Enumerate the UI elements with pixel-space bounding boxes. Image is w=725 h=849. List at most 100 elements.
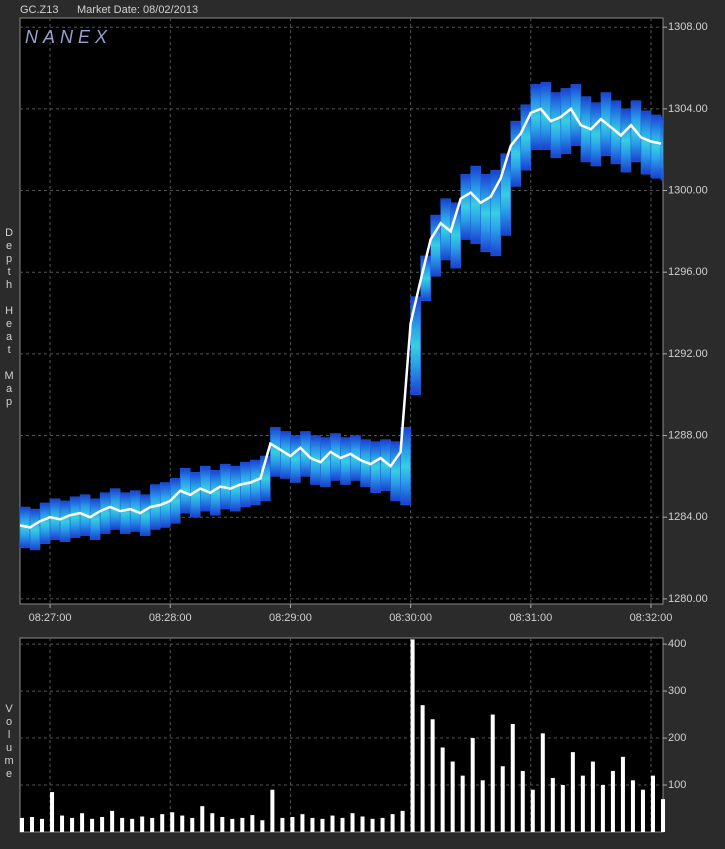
volume-bar (360, 816, 365, 832)
volume-bar (290, 816, 295, 832)
depth-band (119, 492, 131, 534)
depth-band (480, 173, 491, 253)
volume-bar (110, 810, 115, 832)
volume-bar (310, 817, 315, 832)
volume-bar (20, 817, 24, 832)
depth-band (370, 441, 381, 493)
volume-bar (100, 816, 105, 832)
volume-bar (450, 761, 455, 832)
volume-bar (40, 818, 45, 832)
volume-bar (120, 817, 125, 832)
volume-bar (350, 813, 355, 832)
depth-band (590, 102, 602, 167)
volume-bar (490, 714, 495, 832)
depth-band (89, 498, 101, 540)
x-tick-label: 08:30:00 (389, 612, 432, 624)
volume-bar (260, 820, 265, 832)
volume-bar (130, 818, 135, 832)
volume-bar (380, 817, 385, 832)
volume-bar (630, 780, 635, 832)
depth-band (270, 427, 281, 477)
depth-band (290, 435, 301, 483)
volume-bar (480, 780, 485, 832)
depth-band (29, 508, 41, 551)
volume-bar (160, 814, 165, 832)
depth-band (390, 441, 401, 502)
volume-bar (50, 792, 55, 832)
volume-bar (170, 812, 175, 832)
y-tick-label: 1284.00 (668, 511, 708, 523)
x-tick-label: 08:31:00 (509, 612, 552, 624)
watermark: NANEX (25, 27, 112, 47)
depth-band (139, 494, 151, 536)
depth-band (69, 496, 81, 538)
volume-bar (140, 816, 145, 832)
y-tick-label: 300 (668, 685, 686, 697)
volume-bar (600, 785, 605, 832)
depth-band (560, 88, 572, 155)
volume-bar (570, 752, 575, 832)
volume-bar (370, 818, 375, 832)
x-tick-label: 08:29:00 (269, 612, 312, 624)
volume-bar (270, 789, 275, 832)
volume-bar (560, 785, 565, 832)
volume-bar (200, 806, 205, 832)
y-tick-label: 1308.00 (668, 21, 708, 33)
volume-bar (590, 761, 595, 832)
y-tick-label: 100 (668, 779, 686, 791)
volume-bar (60, 815, 65, 832)
volume-bar (580, 775, 585, 832)
volume-bar (250, 815, 255, 832)
depth-band (650, 114, 662, 179)
volume-bar (540, 733, 545, 832)
x-tick-label: 08:32:00 (630, 612, 673, 624)
volume-bar (610, 770, 615, 832)
volume-bar (510, 723, 515, 832)
y-tick-label: 400 (668, 638, 686, 650)
volume-bar (410, 639, 415, 832)
depth-band (530, 84, 542, 150)
volume-bar (280, 817, 285, 832)
volume-bar (30, 816, 35, 832)
volume-bar (390, 814, 395, 832)
volume-bar (300, 814, 305, 832)
volume-bar (470, 738, 475, 832)
y-tick-label: 1292.00 (668, 348, 708, 360)
depth-band (550, 92, 562, 159)
volume-bar (330, 815, 335, 832)
volume-bar (210, 813, 215, 832)
volume-bar (620, 756, 625, 832)
volume-bar (420, 705, 425, 832)
depth-band (660, 116, 664, 181)
volume-bar (440, 747, 445, 832)
volume-bar (430, 719, 435, 832)
volume-bar (90, 818, 95, 832)
volume-bar (70, 817, 75, 832)
y-tick-label: 1296.00 (668, 266, 708, 278)
y-tick-label: 1300.00 (668, 184, 708, 196)
volume-bar (320, 818, 325, 832)
volume-bar (530, 789, 535, 832)
volume-bar (550, 777, 555, 832)
x-tick-label: 08:28:00 (149, 612, 192, 624)
volume-bar (460, 775, 465, 832)
depth-band (620, 108, 632, 173)
volume-plot (19, 637, 664, 833)
depth-band (39, 502, 51, 545)
volume-bar (650, 775, 655, 832)
depth-band (500, 153, 512, 236)
volume-bar (660, 799, 665, 832)
y-tick-label: 1304.00 (668, 103, 708, 115)
volume-bar (150, 817, 155, 832)
market-date: Market Date: 08/02/2013 (77, 4, 198, 16)
y-axis-title: Depth Heat Map (3, 227, 15, 409)
depth-band (470, 165, 481, 244)
volume-bar (500, 766, 505, 832)
depth-band (640, 110, 652, 175)
volume-bar (230, 818, 235, 832)
volume-bar (400, 810, 405, 832)
price-line (19, 107, 662, 529)
depth-band (400, 427, 411, 506)
volume-bar (240, 817, 245, 832)
